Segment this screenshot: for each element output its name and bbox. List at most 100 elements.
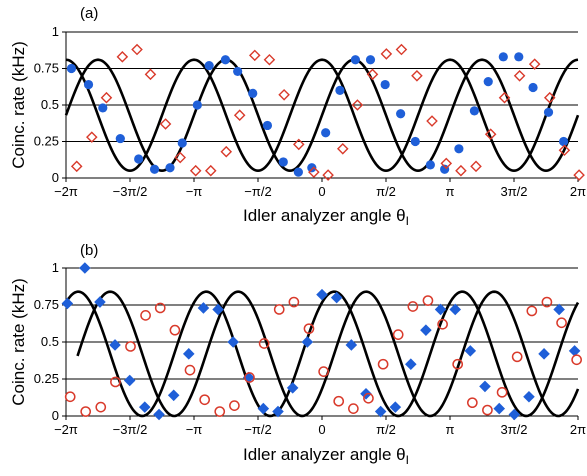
data-point (115, 133, 125, 144)
data-point (95, 401, 107, 413)
x-axis-label: Idler analyzer angle θI (243, 206, 409, 228)
data-point (330, 291, 343, 304)
data-point (363, 392, 374, 404)
data-point (189, 164, 202, 177)
data-point (571, 354, 582, 366)
data-point (568, 345, 581, 357)
x-tick-label: 3π/2 (500, 184, 527, 199)
x-axis-label: Idler analyzer angle θI (243, 445, 409, 467)
y-tick-label: 0.25 (34, 134, 59, 149)
data-point (410, 136, 420, 147)
data-point (199, 394, 211, 406)
data-point (336, 143, 349, 155)
data-point (248, 49, 261, 62)
data-point (286, 382, 299, 394)
panel-b: 0 0.25 0.5 0.75 1 −2π −3π/2 −π −π/2 0 π/2 π 3π/2 2π (b… (9, 242, 586, 467)
data-point (380, 48, 393, 60)
data-point (165, 163, 175, 173)
data-point (61, 297, 74, 310)
data-point (244, 372, 255, 383)
data-point (293, 167, 303, 177)
y-tick-label: 0.5 (41, 97, 59, 112)
data-point (86, 131, 98, 143)
x-tick-label: π/2 (376, 184, 396, 199)
data-point (483, 77, 493, 87)
data-point (248, 88, 258, 98)
x-tick-label: −π/2 (244, 184, 271, 199)
x-tick-label: −2π (54, 422, 78, 437)
data-point (131, 43, 143, 56)
data-point (318, 366, 329, 377)
data-point (125, 341, 136, 352)
x-tick-label: −2π (54, 184, 78, 199)
data-point (140, 310, 151, 321)
data-point (422, 295, 434, 306)
data-point (377, 358, 389, 370)
data-point (437, 318, 448, 330)
data-point (258, 338, 270, 349)
x-axis-label-text: Idler analyzer angle θ (243, 206, 406, 225)
panel-a: 0 0.25 0.5 0.75 1 −2π −3π/2 −π −π/2 0 π/2 π 3π/2 2π (a… (9, 5, 586, 228)
x-tick-label: 0 (318, 184, 325, 199)
fit-curve-2 (64, 290, 580, 418)
y-tick-label: 0.5 (41, 334, 59, 349)
data-point (66, 63, 77, 74)
data-point (405, 358, 417, 370)
data-point (479, 380, 491, 393)
data-point (303, 323, 315, 335)
x-axis-label-subscript: I (406, 453, 409, 467)
data-point (233, 66, 243, 77)
data-point (204, 60, 214, 71)
data-point (169, 324, 181, 336)
data-point (411, 70, 423, 82)
data-point (288, 296, 300, 308)
data-point (528, 58, 541, 70)
data-point (233, 109, 246, 122)
data-point (469, 106, 479, 116)
data-point (262, 120, 273, 131)
data-point (449, 303, 462, 316)
y-axis-label: Coinc. rate (kHz) (9, 278, 28, 406)
data-point (538, 348, 550, 360)
data-point (396, 109, 406, 119)
data-point (514, 52, 524, 62)
data-point (184, 364, 196, 376)
x-axis-label-text: Idler analyzer angle θ (243, 445, 406, 464)
data-point (452, 358, 464, 370)
data-point (493, 402, 506, 415)
data-point (466, 397, 478, 409)
data-point (556, 317, 567, 329)
data-point (482, 404, 493, 416)
data-point (321, 128, 331, 138)
panel-label: (a) (80, 5, 98, 22)
data-point (496, 386, 508, 398)
data-point (365, 55, 376, 65)
y-tick-label: 0 (52, 408, 59, 423)
data-point (528, 82, 538, 93)
data-point (80, 406, 92, 417)
data-point (508, 408, 521, 421)
data-point (380, 79, 390, 90)
x-tick-label: π/2 (376, 422, 396, 437)
data-point (292, 138, 305, 151)
y-tick-label: 1 (52, 260, 59, 275)
data-point (100, 91, 113, 104)
y-tick-label: 0.75 (34, 61, 59, 76)
data-point (498, 91, 511, 104)
data-point (257, 402, 270, 415)
x-tick-label: π (446, 422, 455, 437)
y-tick-label: 0 (52, 170, 59, 185)
data-point (109, 339, 121, 351)
data-point (94, 296, 106, 308)
data-point (272, 405, 284, 418)
data-point (212, 303, 224, 316)
data-point (197, 302, 210, 314)
fit-curve-2 (64, 58, 580, 173)
x-tick-label: π (446, 184, 455, 199)
data-point (116, 51, 129, 63)
y-tick-label: 1 (52, 24, 59, 39)
data-point (434, 303, 447, 316)
data-point (440, 157, 453, 170)
y-tick-label: 0.25 (34, 371, 59, 386)
